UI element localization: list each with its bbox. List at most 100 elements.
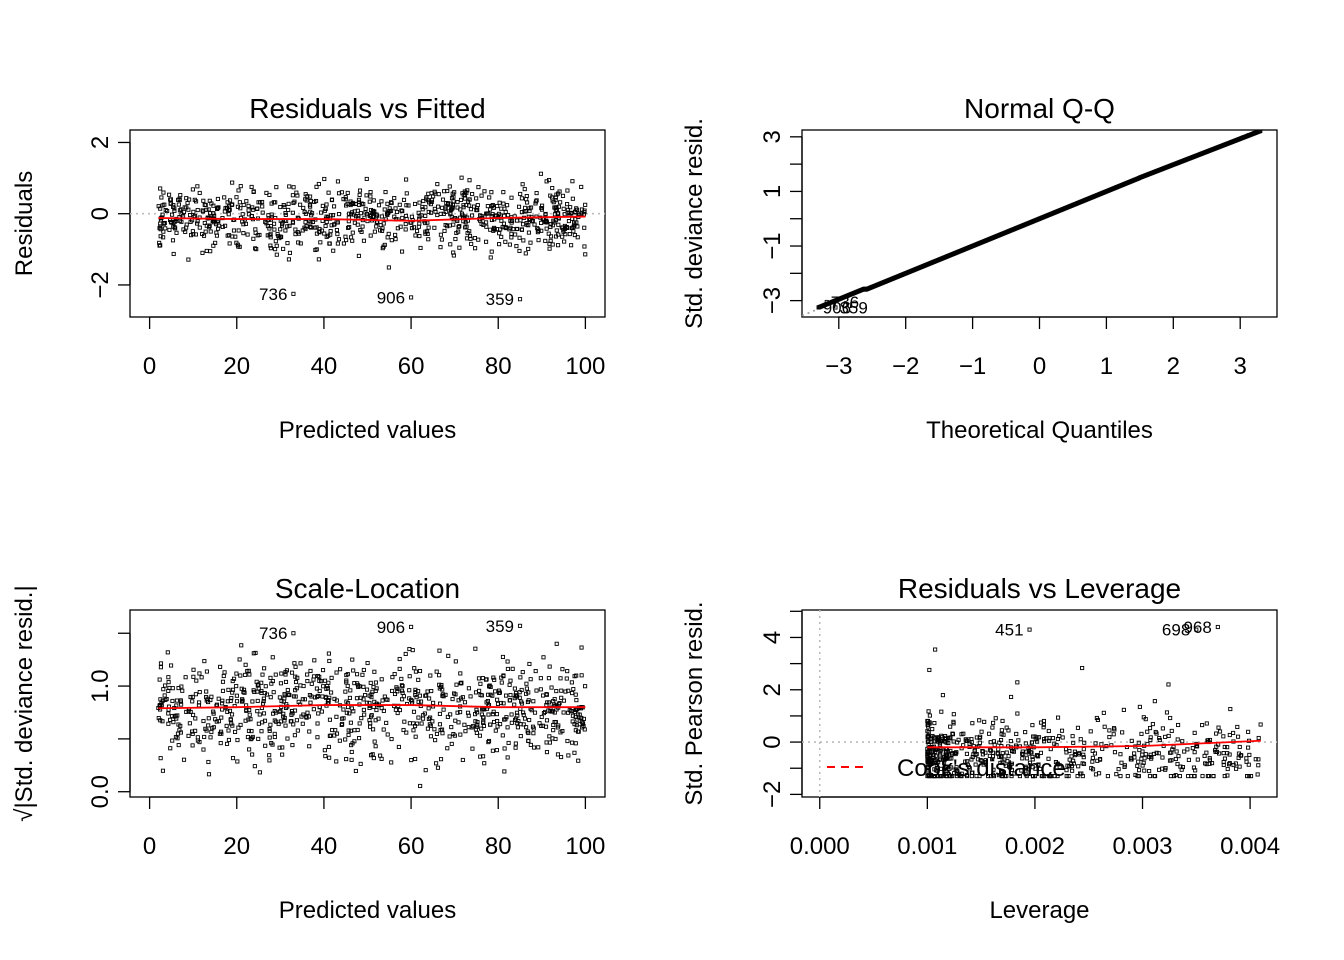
data-point	[582, 727, 587, 732]
data-point	[959, 732, 964, 737]
data-point	[367, 705, 372, 710]
data-point	[991, 772, 996, 777]
data-point	[428, 673, 433, 678]
data-point	[161, 190, 166, 195]
data-point	[991, 720, 996, 725]
data-point	[236, 188, 241, 193]
data-point	[303, 211, 308, 216]
data-point	[224, 741, 230, 746]
data-point	[515, 218, 520, 223]
point-label: 906	[377, 618, 405, 637]
data-point	[234, 240, 239, 245]
data-point	[330, 727, 335, 733]
data-point	[414, 695, 419, 700]
data-point	[980, 749, 985, 754]
data-point	[336, 237, 342, 242]
data-point	[579, 207, 585, 212]
data-point	[1147, 754, 1152, 760]
data-point	[312, 658, 317, 663]
data-point	[291, 185, 296, 190]
data-point	[1180, 739, 1185, 744]
data-point	[316, 693, 321, 698]
data-point	[264, 190, 269, 195]
data-point	[371, 209, 377, 215]
data-point	[459, 680, 464, 685]
x-tick-label: 0.004	[1220, 833, 1280, 860]
data-point	[191, 209, 196, 214]
y-tick-label: 0	[759, 735, 786, 748]
data-point	[1076, 764, 1081, 769]
data-point	[440, 731, 445, 736]
data-point	[1111, 732, 1116, 737]
data-point	[528, 742, 533, 747]
data-point	[379, 706, 384, 711]
data-point	[214, 702, 220, 707]
data-point	[240, 212, 245, 217]
data-point	[509, 195, 514, 200]
data-point	[241, 202, 246, 208]
data-point	[1057, 764, 1062, 770]
data-point	[209, 729, 214, 735]
data-point	[439, 237, 444, 242]
data-point	[184, 205, 189, 210]
data-point	[282, 693, 287, 698]
data-point	[514, 226, 519, 232]
data-point	[575, 729, 581, 734]
data-point	[230, 756, 236, 761]
data-point	[246, 203, 251, 208]
data-point	[326, 698, 331, 703]
data-point	[263, 219, 268, 225]
data-point	[413, 756, 418, 762]
data-point	[1009, 774, 1014, 779]
data-point	[1227, 761, 1232, 766]
data-point	[1107, 735, 1112, 740]
data-point	[430, 719, 435, 724]
data-point	[435, 182, 440, 187]
data-point	[344, 757, 349, 762]
data-point	[350, 230, 355, 235]
data-point	[361, 707, 366, 712]
data-point	[1217, 729, 1223, 734]
data-point	[1081, 755, 1086, 760]
data-point	[998, 760, 1003, 765]
data-point	[231, 228, 237, 233]
data-point	[1067, 757, 1072, 762]
data-point	[317, 229, 322, 234]
data-point	[308, 700, 313, 705]
data-point	[371, 684, 376, 690]
data-point	[440, 693, 445, 698]
data-point	[379, 677, 384, 682]
data-point	[1222, 756, 1228, 761]
data-point	[413, 734, 418, 739]
data-point	[484, 220, 489, 225]
data-point	[423, 229, 428, 234]
data-point	[502, 213, 507, 218]
data-point	[1073, 751, 1078, 757]
data-point	[569, 740, 575, 745]
data-point	[1020, 756, 1025, 761]
data-point	[1075, 774, 1080, 779]
data-point	[380, 698, 385, 703]
data-point	[206, 207, 211, 212]
data-point	[218, 664, 223, 669]
data-point	[930, 750, 935, 755]
data-point	[445, 714, 450, 719]
data-point	[206, 772, 212, 777]
data-point	[515, 694, 520, 699]
x-tick-label: 2	[1167, 353, 1180, 380]
data-point	[475, 203, 480, 208]
data-point	[399, 683, 404, 688]
data-point	[1081, 747, 1086, 752]
data-point	[546, 676, 551, 681]
data-point	[1005, 759, 1010, 764]
data-point	[291, 200, 296, 206]
data-point	[404, 730, 409, 735]
data-point	[528, 240, 533, 245]
data-point	[432, 206, 437, 211]
data-point	[563, 689, 568, 694]
data-point	[1009, 694, 1014, 700]
data-point	[195, 738, 200, 743]
data-point	[465, 188, 470, 193]
data-point	[956, 737, 961, 742]
